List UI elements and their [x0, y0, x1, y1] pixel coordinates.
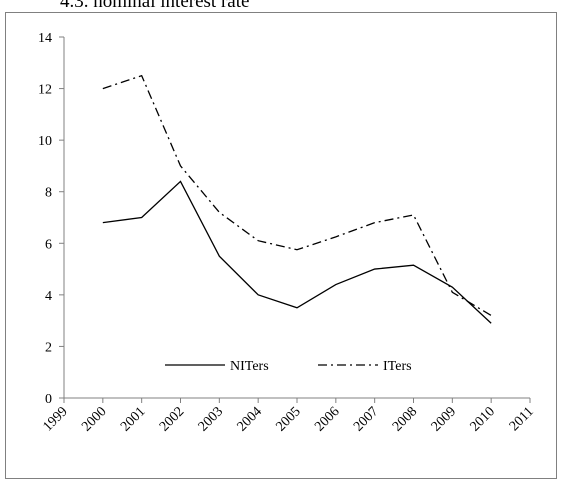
- y-tick-label: 14: [38, 31, 52, 46]
- y-tick-label: 0: [45, 392, 52, 407]
- x-tick-label: 2006: [312, 404, 342, 434]
- x-tick-label: 2008: [390, 404, 420, 434]
- y-tick-label: 8: [45, 186, 52, 201]
- x-tick-label: 1999: [40, 404, 70, 434]
- x-tick-label: 2005: [273, 404, 303, 434]
- series-line: [102, 180, 492, 324]
- x-tick-label: 2001: [118, 404, 148, 434]
- y-tick-label: 6: [45, 237, 52, 252]
- x-tick-label: 2011: [507, 404, 537, 434]
- x-tick-label: 2004: [235, 404, 265, 434]
- y-tick-label: 4: [45, 289, 52, 304]
- legend-label: ITers: [383, 359, 412, 374]
- legend-label: NITers: [230, 359, 269, 374]
- chart-title: 4.3. nominal interest rate: [60, 0, 249, 12]
- y-tick-label: 2: [45, 340, 52, 355]
- y-tick-label: 10: [38, 134, 52, 149]
- series-line: [102, 74, 492, 317]
- x-tick-label: 2010: [468, 404, 498, 434]
- x-tick-label: 2002: [157, 404, 187, 434]
- x-tick-label: 2003: [196, 404, 226, 434]
- x-tick-label: 2007: [351, 404, 381, 434]
- x-tick-label: 2009: [429, 404, 459, 434]
- y-tick-label: 12: [38, 83, 52, 98]
- chart-frame: [5, 12, 557, 479]
- x-tick-label: 2000: [79, 404, 109, 434]
